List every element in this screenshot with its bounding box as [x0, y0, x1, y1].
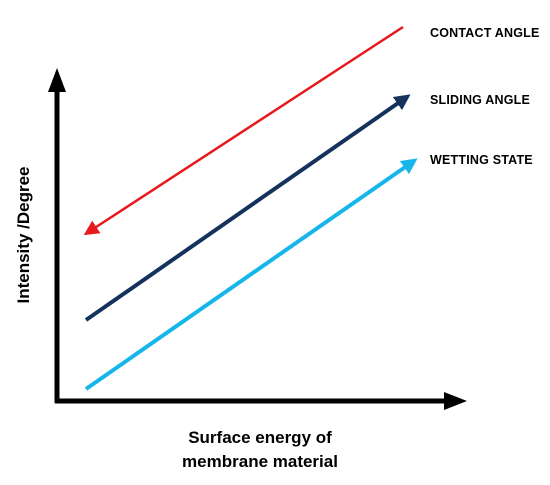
sliding-angle-arrow: [84, 94, 411, 322]
x-axis-label-line1: Surface energy of: [188, 428, 332, 447]
y-axis-arrowhead: [48, 68, 66, 92]
wetting-state-arrow: [84, 158, 418, 391]
contact-angle-arrow: [83, 25, 404, 236]
wetting-state-label: WETTING STATE: [430, 153, 533, 167]
x-axis-label: Surface energy of membrane material: [160, 426, 360, 474]
sliding-angle-label: SLIDING ANGLE: [430, 93, 531, 107]
x-axis-label-line2: membrane material: [182, 452, 338, 471]
contact-angle-label: CONTACT ANGLE: [430, 26, 540, 40]
x-axis-arrowhead: [444, 392, 467, 410]
y-axis-label: Intensity /Degree: [14, 166, 33, 304]
